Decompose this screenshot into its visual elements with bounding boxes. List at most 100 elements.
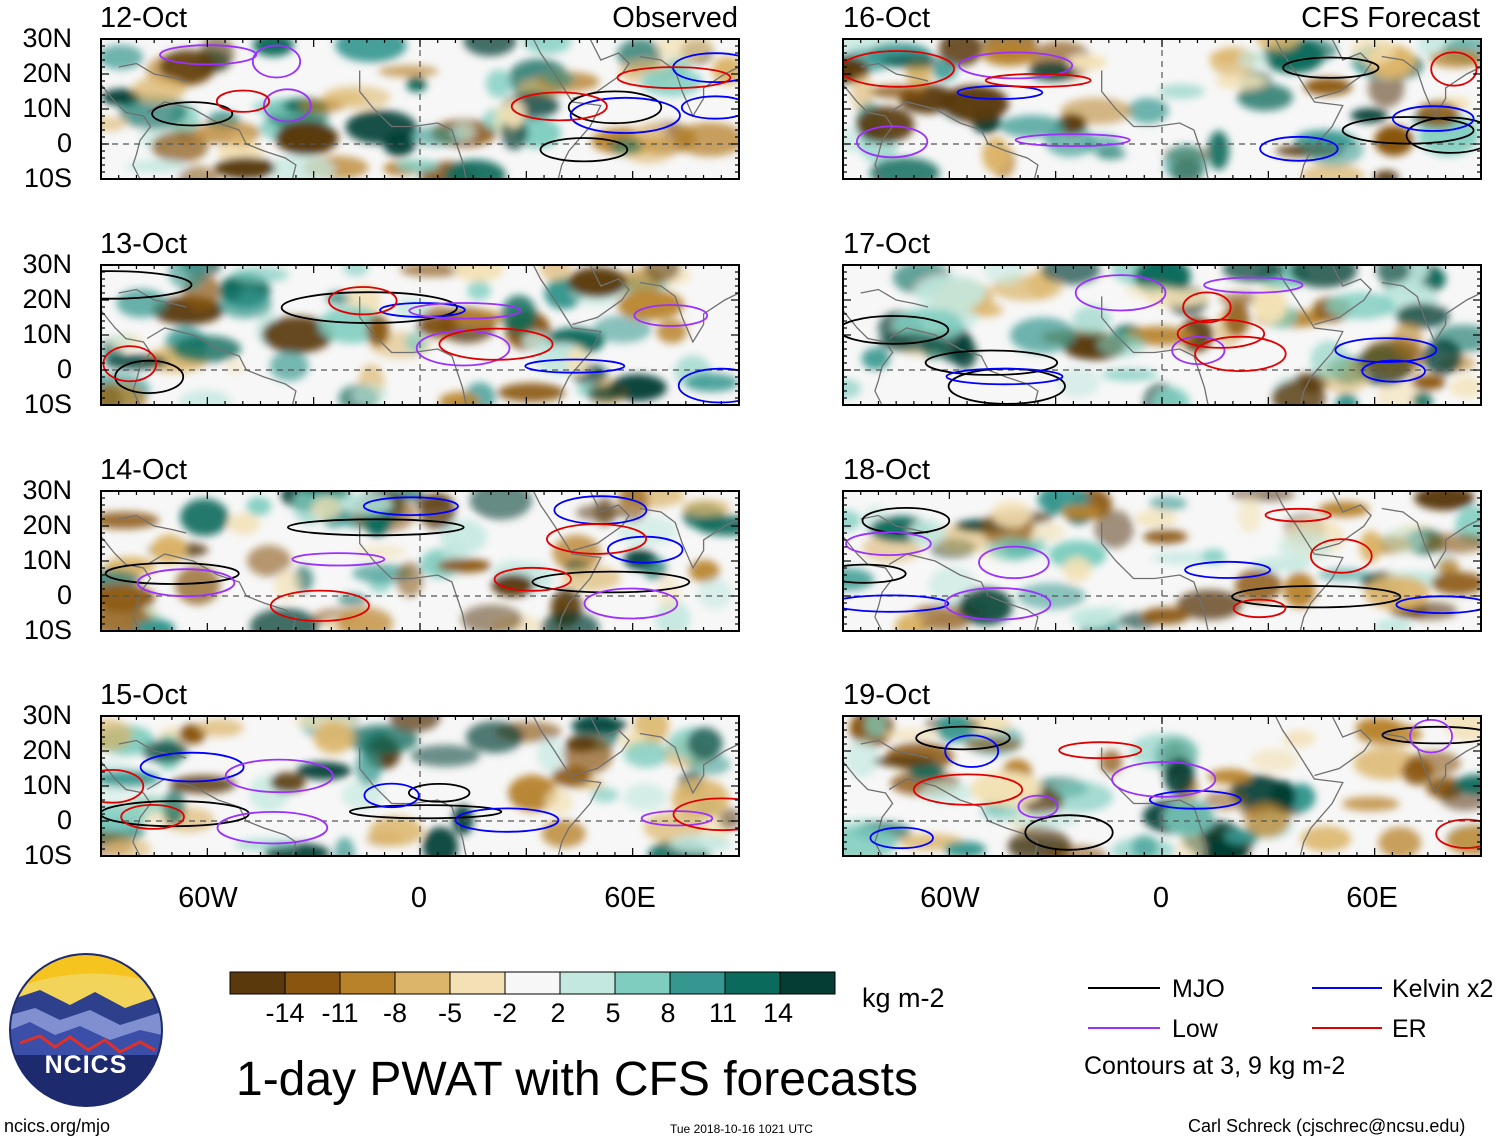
anomaly-blob [1047,781,1114,813]
anomaly-blob [539,265,572,282]
contour-kelvin-x2 [869,826,934,850]
anomaly-blob [688,559,720,583]
anomaly-blob [341,780,385,810]
anomaly-blob [1373,170,1399,179]
anomaly-blob [983,265,1026,286]
coast-central-america [843,761,894,856]
panel-date-label: 13-Oct [100,228,188,260]
anomaly-blob [1420,532,1481,554]
anomaly-blob [697,578,733,610]
anomaly-blob [980,801,1020,821]
anomaly-blob [1374,125,1414,156]
anomaly-blob [571,716,628,734]
contour-mjo [101,270,193,300]
anomaly-blob [594,496,616,527]
lat-label: 0 [56,580,72,610]
colorbar-swatch [724,971,781,995]
wave-contours [151,44,739,163]
coast-west-africa [1101,522,1209,631]
lat-label: 10N [22,545,72,575]
anomaly-blob [1252,287,1288,324]
anomaly-blob [1325,292,1396,320]
anomaly-field [101,491,739,631]
anomaly-blob [1244,802,1290,838]
wave-contours [843,507,1481,621]
contour-low [1203,276,1304,294]
anomaly-blob [214,157,276,179]
anomaly-blob [1363,337,1425,377]
anomaly-blob [246,545,292,577]
anomaly-blob [438,391,480,405]
contour-mjo [531,570,691,594]
anomaly-blob [1376,265,1410,284]
anomaly-blob [843,510,861,531]
wave-contours [843,50,1481,162]
anomaly-blob [151,534,187,564]
contour-er [493,566,572,592]
anomaly-blob [101,511,160,530]
anomaly-blob [1374,618,1412,631]
anomaly-blob [1378,827,1422,856]
colorbar-tick: -14 [265,998,305,1028]
contour-er [912,773,1024,806]
anomaly-field [101,39,739,179]
lat-label: 30N [22,700,72,730]
anomaly-blob [952,336,977,370]
coast-south-america [146,327,297,405]
anomaly-blob [296,761,352,780]
anomaly-blob [1158,84,1205,99]
colorbar-tick: 8 [660,998,676,1028]
contour-low [408,302,522,320]
wave-contours [104,495,691,622]
anomaly-blob [1446,824,1481,856]
anomaly-blob [616,289,684,321]
coastlines [843,716,1481,856]
panel-date-label: 12-Oct [100,2,188,34]
cfs-forecast-tag: CFS Forecast [1301,2,1480,34]
coast-arabia [572,491,630,552]
coast-central-america [843,536,894,631]
anomaly-blob [1359,530,1382,563]
anomaly-blob [395,159,440,173]
panel-date-label: 18-Oct [843,454,931,486]
anomaly-blob [1101,368,1158,382]
anomaly-blob [396,561,424,598]
contour-kelvin-x2 [569,96,681,134]
contour-mjo [915,725,1011,751]
contour-low [291,552,386,567]
panel-14-Oct [100,490,740,632]
contour-low [845,531,932,556]
anomaly-blob [159,49,216,85]
panel-13-Oct [100,264,740,406]
contour-er [672,797,739,832]
anomaly-blob [1141,607,1190,625]
coast-arabia [572,716,630,777]
anomaly-blob [261,316,334,354]
anomaly-blob [1061,505,1101,519]
anomaly-blob [1067,54,1107,70]
colorbar-swatch [669,971,726,995]
contour-mjo [1381,725,1481,745]
anomaly-blob [719,807,739,830]
contour-mjo [280,291,458,324]
anomaly-blob [337,606,394,631]
anomaly-blob [230,266,289,284]
contour-mjo [1282,56,1380,79]
wave-contours [101,751,739,845]
anomaly-blob [939,85,1009,123]
contour-kelvin-x2 [1361,359,1426,383]
anomaly-blob [843,826,897,856]
anomaly-blob [439,519,487,555]
anomaly-blob [491,573,535,597]
contour-er [328,286,398,316]
anomaly-blob [856,106,915,143]
anomaly-blob [1237,50,1270,69]
anomaly-blob [352,384,388,405]
contour-kelvin-x2 [363,782,420,809]
anomaly-blob [356,545,407,558]
anomaly-blob [246,496,272,516]
anomaly-blob [105,837,152,856]
coast-arabia [1314,39,1372,100]
contour-er [269,589,370,622]
panel-12-Oct [100,38,740,180]
